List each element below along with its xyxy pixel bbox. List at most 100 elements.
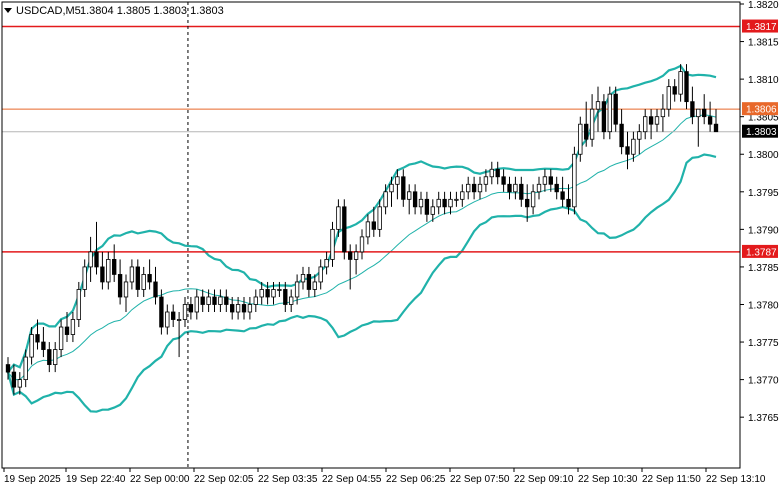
candle — [542, 169, 548, 192]
candle-body — [707, 116, 713, 125]
candle-body — [430, 206, 435, 215]
candle — [654, 109, 660, 132]
candle — [336, 199, 341, 237]
candle — [601, 94, 607, 140]
candle — [578, 116, 583, 162]
candle-body — [489, 168, 494, 178]
candle-body — [212, 296, 217, 305]
svg-text:1.3803: 1.3803 — [746, 127, 777, 138]
candle-body — [112, 259, 117, 275]
candle — [306, 266, 312, 297]
candle — [100, 251, 105, 290]
candle-body — [188, 304, 194, 313]
candle-body — [377, 206, 382, 230]
candle — [418, 191, 424, 215]
candle-body — [607, 93, 612, 133]
candle — [365, 214, 371, 245]
candle-body — [595, 101, 601, 110]
candle — [702, 94, 707, 125]
candle-body — [519, 183, 524, 200]
candle-body — [277, 289, 282, 291]
candle-body — [312, 281, 317, 290]
candle-body — [407, 191, 412, 200]
y-tick-label: 1.3795 — [748, 188, 779, 199]
candle-body — [436, 198, 441, 208]
y-tick-label: 1.3785 — [748, 263, 779, 274]
horizontal-levels[interactable] — [2, 25, 740, 253]
candle-body — [283, 289, 288, 305]
candle-body — [294, 281, 300, 298]
candle — [165, 304, 170, 335]
candle-body — [589, 108, 595, 140]
candle — [94, 221, 99, 275]
svg-text:1.3806: 1.3806 — [746, 105, 777, 116]
candle-body — [165, 311, 170, 328]
candle-body — [141, 274, 146, 290]
y-tick-label: 1.3765 — [748, 413, 779, 424]
y-tick-label: 1.3800 — [748, 150, 779, 161]
candle-body — [194, 296, 199, 313]
candle — [525, 184, 530, 222]
candle-body — [11, 371, 17, 388]
candle — [342, 199, 347, 260]
candle-body — [395, 176, 400, 185]
candle — [218, 289, 223, 312]
candle-body — [359, 236, 365, 253]
candle-body — [117, 274, 123, 298]
candle-body — [348, 251, 353, 260]
candle — [359, 229, 365, 260]
candle-body — [672, 86, 677, 95]
candle-body — [53, 349, 58, 365]
candle-body — [637, 131, 642, 140]
candle-body — [88, 251, 93, 268]
candle-body — [23, 356, 28, 381]
ohlc-readout: 1.3804 1.3805 1.3803 1.3803 — [80, 5, 224, 17]
candle — [448, 191, 453, 215]
candle — [666, 79, 671, 117]
level-price-tag: 1.3787 — [742, 244, 778, 258]
candle — [548, 169, 553, 192]
candle — [513, 176, 518, 200]
candle-body — [389, 183, 394, 193]
candle-body — [643, 116, 648, 133]
candle-body — [448, 198, 453, 208]
candle — [660, 94, 666, 132]
candle-body — [76, 289, 81, 320]
candle-body — [542, 176, 548, 185]
price-tags: 1.3817 1.3806 1.3787 1.3803 — [742, 19, 778, 258]
candle-body — [159, 296, 164, 328]
candle-body — [47, 349, 52, 365]
candle-body — [401, 176, 406, 200]
x-tick-label: 22 Sep 06:25 — [386, 474, 446, 485]
candle-body — [625, 146, 630, 155]
candle-body — [383, 191, 388, 208]
candle — [554, 176, 559, 200]
level-price-tag: 1.3806 — [742, 102, 778, 116]
candle — [477, 176, 483, 200]
candle-body — [495, 168, 500, 178]
candle — [182, 296, 188, 328]
candle — [566, 184, 571, 215]
candle-body — [702, 108, 707, 118]
candle — [259, 281, 264, 305]
band-lower — [6, 153, 717, 413]
candle — [247, 296, 253, 320]
candle — [253, 289, 258, 312]
candlesticks — [5, 64, 719, 395]
candle-body — [35, 334, 40, 343]
candle — [194, 289, 199, 320]
x-tick-label: 22 Sep 07:50 — [450, 474, 510, 485]
candle-body — [230, 304, 235, 313]
candle-body — [660, 108, 666, 118]
candle-body — [613, 93, 618, 125]
collapse-arrow-icon[interactable] — [4, 8, 12, 13]
candle-body — [554, 183, 559, 193]
candle — [82, 259, 87, 297]
candle — [572, 146, 577, 215]
candle — [235, 296, 241, 320]
candle-body — [584, 123, 589, 140]
candle-body — [265, 289, 270, 298]
x-tick-label: 19 Sep 22:40 — [66, 474, 126, 485]
